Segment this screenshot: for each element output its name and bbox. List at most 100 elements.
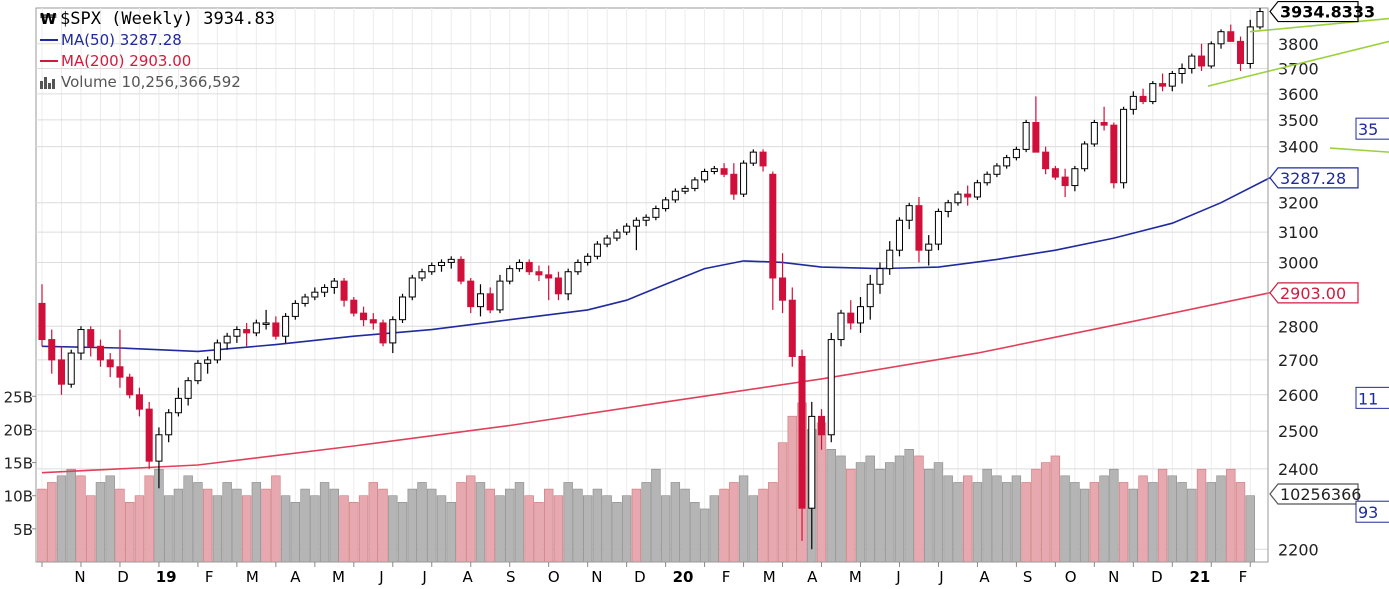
candle-body	[915, 205, 923, 251]
candle-body	[545, 274, 553, 279]
candle-body	[1198, 55, 1206, 67]
candle-body	[681, 187, 689, 192]
candle-body	[632, 219, 640, 227]
volume-bar	[173, 488, 184, 563]
x-tick-label: D	[117, 568, 129, 586]
volume-bar	[1001, 482, 1012, 563]
volume-bar	[982, 468, 992, 563]
volume-bar	[95, 482, 106, 563]
volume-bar	[1109, 468, 1119, 563]
candle-body	[418, 271, 426, 279]
volume-bar	[105, 475, 115, 563]
volume-bar	[1070, 482, 1080, 563]
candle-body	[1168, 72, 1176, 87]
candle-body	[1090, 122, 1098, 145]
candle-body	[769, 173, 777, 279]
volume-tick-label: 20B	[4, 421, 33, 439]
volume-bar	[1060, 475, 1070, 563]
candle-body	[740, 162, 748, 195]
volume-bar	[37, 488, 47, 563]
candle-body	[515, 261, 523, 270]
volume-bar	[573, 488, 583, 563]
volume-bar	[251, 482, 262, 563]
candle-body	[1217, 31, 1225, 45]
candle-body	[1110, 124, 1118, 184]
volume-bar	[436, 495, 447, 563]
price-tick-label: 2200	[1278, 540, 1319, 559]
x-tick-label: F	[722, 568, 731, 586]
candle-body	[1227, 31, 1235, 42]
candle-body	[1012, 148, 1020, 159]
candle-body	[369, 319, 377, 324]
volume-bar	[378, 488, 388, 563]
candle-body	[447, 258, 455, 263]
volume-bar	[1235, 482, 1246, 563]
volume-bar	[1245, 495, 1255, 563]
volume-bar	[602, 495, 612, 563]
volume-bar	[514, 482, 525, 563]
ma50-swatch	[40, 38, 58, 41]
candle-body	[710, 168, 718, 172]
candle-body	[623, 225, 631, 233]
candle-body	[827, 339, 835, 436]
candle-body	[886, 249, 894, 270]
candle-body	[993, 165, 1001, 175]
volume-bar	[319, 482, 330, 563]
volume-bar	[1206, 482, 1216, 563]
candle-body	[847, 312, 855, 324]
candle-body	[272, 322, 280, 337]
volume-bar	[163, 495, 174, 563]
candle-body	[1003, 157, 1011, 167]
candle-body	[243, 329, 251, 334]
volume-bar	[407, 488, 417, 563]
candle-body	[67, 352, 75, 385]
volume-bar	[719, 488, 729, 563]
price-label-ma50: 3287.28	[1280, 169, 1346, 188]
volume-bar	[397, 502, 408, 563]
volume-bar	[1216, 475, 1226, 563]
volume-bar	[855, 462, 866, 563]
volume-tick-label: 15B	[4, 455, 33, 473]
candle-body	[798, 355, 806, 509]
volume-bar	[631, 488, 642, 563]
volume-bar	[933, 462, 944, 563]
volume-bar	[690, 502, 700, 563]
volume-bar	[241, 495, 252, 563]
volume-bar	[47, 482, 57, 563]
volume-bar	[125, 502, 135, 563]
candle-body	[652, 208, 660, 218]
candle-body	[535, 271, 543, 276]
candle-body	[360, 312, 368, 321]
candle-body	[223, 335, 231, 344]
candle-body	[691, 179, 699, 189]
candle-body	[1061, 176, 1069, 187]
candle-body	[116, 366, 124, 378]
candle-body	[1042, 151, 1050, 170]
volume-bar	[621, 495, 632, 563]
volume-bar	[368, 482, 378, 563]
candle-body	[730, 173, 738, 195]
candle-body	[1051, 168, 1059, 178]
clipped-label: 93	[1358, 503, 1378, 522]
volume-bar	[1099, 475, 1109, 563]
volume-bar	[544, 488, 554, 563]
x-tick-label: J	[421, 568, 426, 586]
legend-volume-row: Volume 10,256,366,592	[40, 71, 275, 92]
candle-body	[525, 261, 533, 273]
volume-bar	[1138, 475, 1148, 563]
candle-body	[194, 362, 202, 382]
candle-body	[817, 415, 826, 436]
candle-body	[291, 302, 299, 317]
x-tick-label: J	[378, 568, 383, 586]
volume-bar	[475, 482, 486, 563]
volume-bar	[777, 442, 788, 563]
clipped-label-box	[1355, 117, 1389, 140]
legend-ma50-row: MA(50) 3287.28	[40, 29, 275, 50]
volume-bar	[271, 475, 281, 563]
x-tick-label: S	[1023, 568, 1033, 586]
candle-body	[467, 280, 475, 308]
volume-bar	[1167, 475, 1177, 563]
volume-bar	[943, 475, 953, 563]
price-label-box-last	[1269, 0, 1359, 23]
